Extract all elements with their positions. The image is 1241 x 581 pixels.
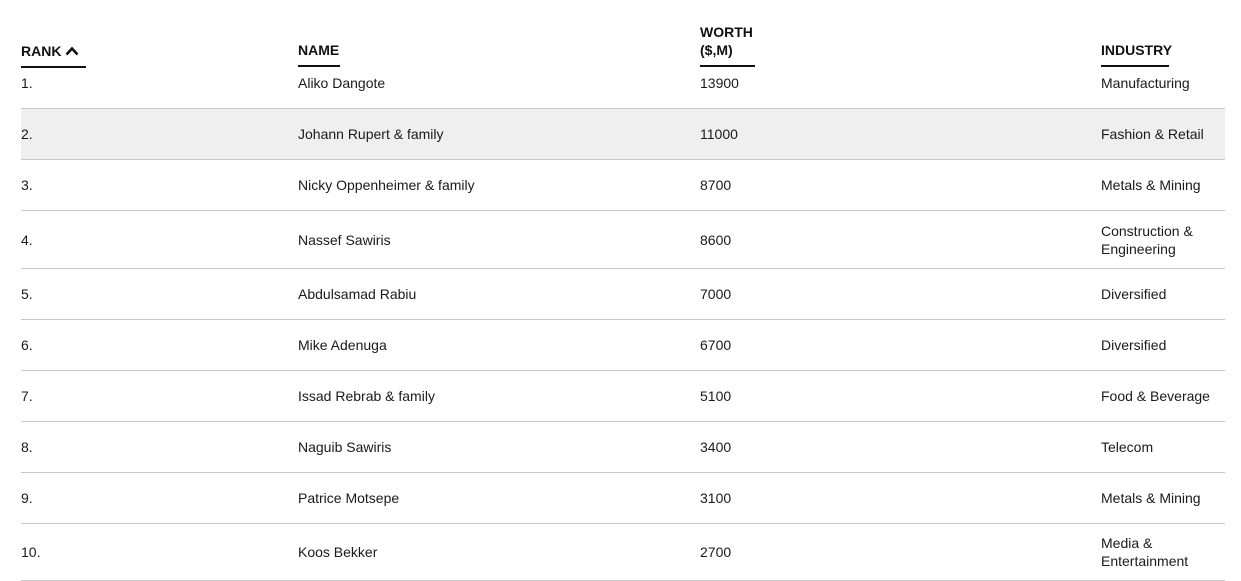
cell-rank: 9. bbox=[21, 490, 33, 506]
cell-industry: Media & Entertainment bbox=[1101, 535, 1189, 569]
cell-name: Abdulsamad Rabiu bbox=[298, 286, 417, 302]
cell-worth: 7000 bbox=[700, 286, 732, 302]
cell-name: Nicky Oppenheimer & family bbox=[298, 177, 475, 193]
cell-name: Mike Adenuga bbox=[298, 337, 387, 353]
cell-industry: Metals & Mining bbox=[1101, 177, 1201, 193]
column-header-industry-underline bbox=[1101, 65, 1169, 67]
table-row[interactable]: 8. Naguib Sawiris 3400 Telecom bbox=[21, 422, 1225, 473]
table-row[interactable]: 5. Abdulsamad Rabiu 7000 Diversified bbox=[21, 269, 1225, 320]
cell-industry: Diversified bbox=[1101, 286, 1167, 302]
cell-worth: 2700 bbox=[700, 544, 732, 560]
table-row[interactable]: 10. Koos Bekker 2700 Media & Entertainment bbox=[21, 524, 1225, 581]
column-header-name-underline bbox=[298, 65, 340, 67]
column-header-industry[interactable]: INDUSTRY bbox=[1101, 23, 1173, 85]
table-header: RANK NAME WORTH ($,M) INDUSTRY bbox=[21, 0, 1225, 68]
cell-worth: 8600 bbox=[700, 231, 732, 248]
chevron-up-icon bbox=[65, 46, 79, 56]
table-row[interactable]: 4. Nassef Sawiris 8600 Construction & Engin… bbox=[21, 211, 1225, 269]
table-row[interactable]: 9. Patrice Motsepe 3100 Metals & Mining bbox=[21, 473, 1225, 524]
table-row[interactable]: 2. Johann Rupert & family 11000 Fashion & R… bbox=[21, 109, 1225, 160]
cell-industry: Fashion & Retail bbox=[1101, 126, 1204, 142]
cell-name: Nassef Sawiris bbox=[298, 231, 391, 248]
cell-rank: 5. bbox=[21, 286, 33, 302]
cell-name: Aliko Dangote bbox=[298, 75, 386, 91]
column-header-rank-underline bbox=[21, 66, 86, 68]
cell-name: Koos Bekker bbox=[298, 544, 378, 560]
billionaires-table: RANK NAME WORTH ($,M) INDUSTRY 1. Aliko D… bbox=[21, 0, 1225, 581]
cell-industry: Diversified bbox=[1101, 337, 1167, 353]
table-row[interactable]: 7. Issad Rebrab & family 5100 Food & Bevera… bbox=[21, 371, 1225, 422]
column-header-name-label: NAME bbox=[298, 42, 340, 58]
cell-worth: 6700 bbox=[700, 337, 732, 353]
cell-worth: 13900 bbox=[700, 75, 739, 91]
column-header-worth[interactable]: WORTH ($,M) bbox=[700, 5, 755, 85]
table-row[interactable]: 1. Aliko Dangote 13900 Manufacturing bbox=[21, 58, 1225, 109]
cell-industry: Construction & Engineering bbox=[1101, 222, 1193, 257]
column-header-worth-underline bbox=[700, 65, 755, 67]
table-row[interactable]: 6. Mike Adenuga 6700 Diversified bbox=[21, 320, 1225, 371]
cell-worth: 3400 bbox=[700, 439, 732, 455]
column-header-rank-label: RANK bbox=[21, 43, 62, 59]
cell-rank: 7. bbox=[21, 388, 33, 404]
cell-rank: 3. bbox=[21, 177, 33, 193]
cell-rank: 10. bbox=[21, 544, 41, 560]
cell-name: Johann Rupert & family bbox=[298, 126, 444, 142]
column-header-industry-label: INDUSTRY bbox=[1101, 42, 1173, 58]
table-row[interactable]: 3. Nicky Oppenheimer & family 8700 Metals &… bbox=[21, 160, 1225, 211]
cell-industry: Telecom bbox=[1101, 439, 1154, 455]
cell-worth: 5100 bbox=[700, 388, 732, 404]
cell-name: Issad Rebrab & family bbox=[298, 388, 435, 404]
cell-rank: 1. bbox=[21, 75, 33, 91]
cell-name: Naguib Sawiris bbox=[298, 439, 392, 455]
cell-industry: Manufacturing bbox=[1101, 75, 1190, 91]
cell-industry: Food & Beverage bbox=[1101, 388, 1210, 404]
cell-worth: 3100 bbox=[700, 490, 732, 506]
cell-rank: 8. bbox=[21, 439, 33, 455]
column-header-worth-label: WORTH ($,M) bbox=[700, 24, 753, 58]
column-header-rank[interactable]: RANK bbox=[21, 24, 86, 86]
column-header-name[interactable]: NAME bbox=[298, 23, 340, 85]
cell-worth: 11000 bbox=[700, 126, 738, 142]
cell-rank: 6. bbox=[21, 337, 33, 353]
cell-rank: 2. bbox=[21, 126, 33, 142]
cell-worth: 8700 bbox=[700, 177, 732, 193]
cell-industry: Metals & Mining bbox=[1101, 490, 1201, 506]
cell-name: Patrice Motsepe bbox=[298, 490, 400, 506]
table-body: 1. Aliko Dangote 13900 Manufacturing 2. Johan… bbox=[21, 58, 1225, 581]
cell-rank: 4. bbox=[21, 231, 33, 248]
